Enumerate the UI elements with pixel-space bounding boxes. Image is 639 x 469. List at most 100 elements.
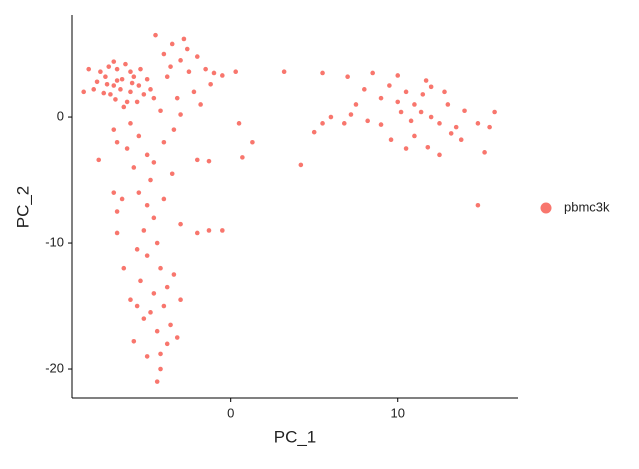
point xyxy=(123,61,128,67)
point xyxy=(104,81,110,87)
point xyxy=(194,54,200,59)
point xyxy=(412,133,417,139)
point xyxy=(161,303,167,309)
point xyxy=(91,87,97,92)
point xyxy=(121,265,127,271)
point xyxy=(96,157,102,163)
point xyxy=(161,51,167,57)
point xyxy=(151,95,157,101)
point xyxy=(121,104,127,110)
point xyxy=(194,230,200,236)
legend-key xyxy=(540,202,552,214)
point xyxy=(398,109,404,115)
point xyxy=(114,209,120,214)
point xyxy=(442,89,447,95)
point xyxy=(118,87,123,92)
point xyxy=(184,46,190,52)
point xyxy=(108,92,113,97)
point xyxy=(418,109,424,115)
point xyxy=(412,102,417,107)
point xyxy=(174,335,180,340)
point xyxy=(131,165,137,170)
point xyxy=(395,73,401,78)
point xyxy=(86,66,92,72)
point xyxy=(328,114,334,120)
point xyxy=(128,69,133,74)
point xyxy=(119,76,125,82)
point xyxy=(154,379,160,384)
point xyxy=(403,146,409,151)
point xyxy=(208,81,213,87)
point xyxy=(161,139,167,145)
point xyxy=(345,74,350,80)
point xyxy=(111,83,117,88)
point xyxy=(114,78,120,83)
point xyxy=(119,196,125,202)
point xyxy=(487,124,492,130)
y-axis-label: PC_2 xyxy=(13,186,32,229)
point xyxy=(141,316,147,321)
point xyxy=(81,89,86,95)
point xyxy=(124,146,130,151)
point xyxy=(378,122,384,127)
point xyxy=(111,59,117,64)
point xyxy=(144,76,150,82)
point xyxy=(111,127,117,132)
point xyxy=(320,70,325,76)
point xyxy=(141,228,147,233)
point xyxy=(362,87,367,92)
point xyxy=(94,79,100,85)
point xyxy=(437,152,442,158)
point xyxy=(169,41,175,47)
point xyxy=(191,89,197,95)
point xyxy=(482,150,487,155)
point xyxy=(211,70,217,76)
point xyxy=(164,74,170,80)
y-tick-label: -10 xyxy=(45,234,64,249)
point xyxy=(128,89,133,95)
point xyxy=(420,92,426,97)
point xyxy=(203,66,208,72)
point xyxy=(154,240,160,246)
point xyxy=(236,121,242,126)
point xyxy=(311,129,317,135)
point xyxy=(320,121,325,126)
point xyxy=(168,322,173,328)
point xyxy=(240,155,245,160)
point xyxy=(136,83,142,88)
point xyxy=(114,66,120,72)
point xyxy=(206,158,212,164)
point xyxy=(395,99,401,105)
point xyxy=(114,230,120,236)
point xyxy=(136,133,142,139)
point xyxy=(365,118,370,124)
point xyxy=(134,99,140,105)
point xyxy=(101,90,107,96)
point xyxy=(423,78,429,83)
point xyxy=(178,297,183,303)
point xyxy=(113,97,118,102)
point xyxy=(129,80,135,86)
point xyxy=(136,190,142,195)
point xyxy=(348,112,354,117)
point xyxy=(131,74,137,80)
point xyxy=(151,291,157,296)
point xyxy=(178,221,183,227)
point xyxy=(111,190,117,195)
point xyxy=(428,114,434,120)
point xyxy=(370,70,375,76)
point xyxy=(134,247,140,252)
point xyxy=(164,284,170,290)
point xyxy=(124,99,130,105)
x-tick-label: 0 xyxy=(227,405,234,420)
point xyxy=(492,109,497,115)
legend-label: pbmc3k xyxy=(564,199,610,214)
point xyxy=(475,121,481,126)
point xyxy=(250,139,255,145)
point xyxy=(428,84,434,90)
point xyxy=(437,121,442,126)
point xyxy=(220,228,225,233)
point xyxy=(158,351,163,357)
point xyxy=(181,36,187,42)
